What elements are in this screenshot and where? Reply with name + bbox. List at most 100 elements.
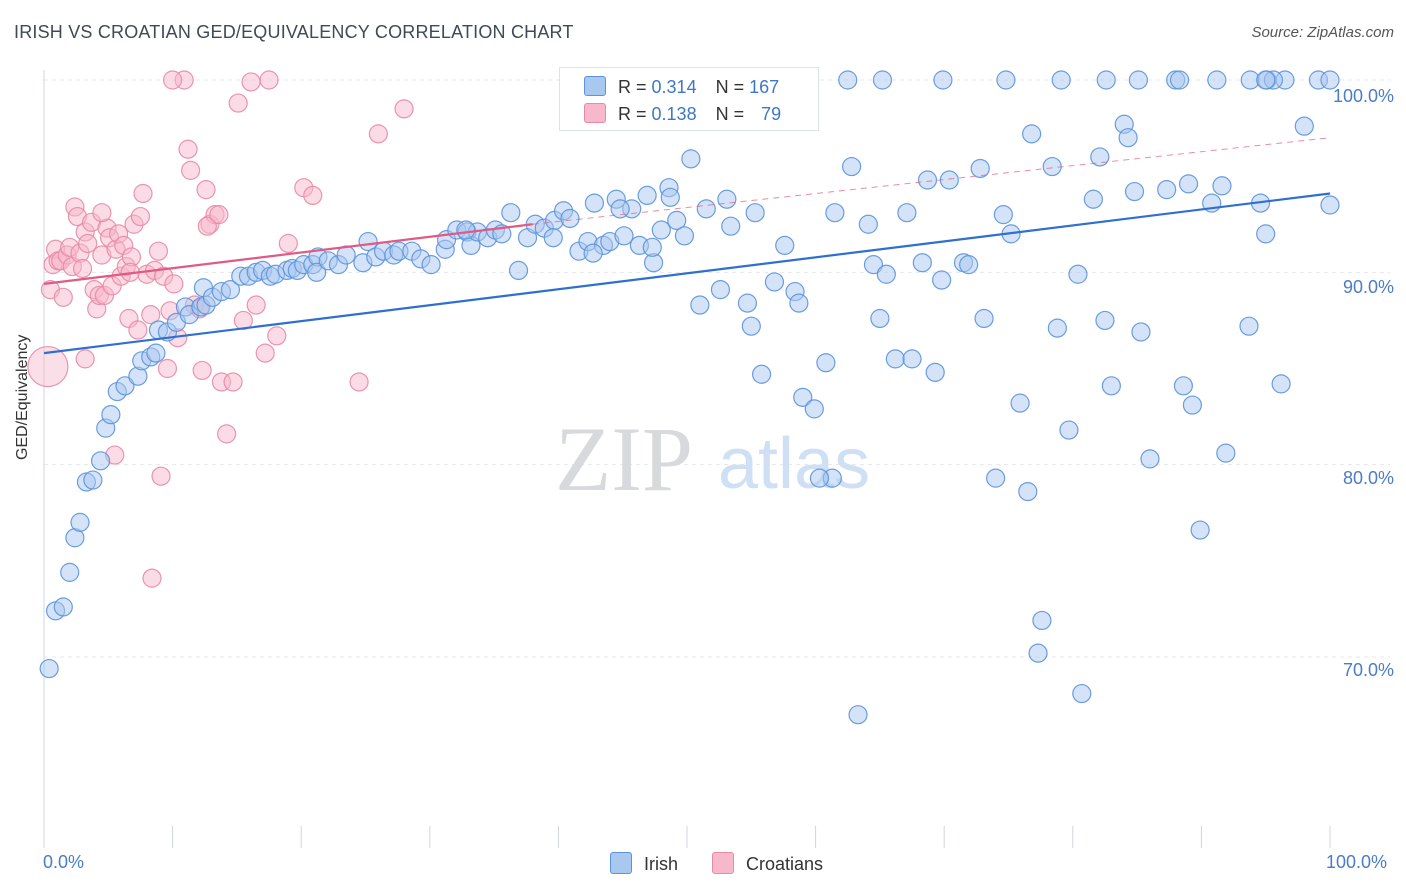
irish-point-95 <box>764 272 785 292</box>
irish-point-69 <box>560 208 580 229</box>
croatians-point-63 <box>278 233 298 254</box>
irish-point-7 <box>83 470 103 490</box>
irish-point-166 <box>1051 70 1071 90</box>
irish-point-40 <box>307 262 327 282</box>
croatians-point-67 <box>368 124 388 144</box>
irish-point-136 <box>1090 147 1110 167</box>
irish-r-label: R = <box>618 77 647 97</box>
irish-point-88 <box>710 280 731 300</box>
irish-point-86 <box>690 295 710 315</box>
irish-point-157 <box>1320 195 1340 215</box>
irish-point-135 <box>1083 189 1103 209</box>
irish-legend-label: Irish <box>644 854 679 874</box>
irish-point-16 <box>146 343 166 363</box>
irish-point-168 <box>1128 70 1148 90</box>
irish-point-119 <box>959 255 979 275</box>
croatians-point-73 <box>163 70 183 90</box>
irish-point-81 <box>651 220 671 240</box>
irish-point-142 <box>1131 322 1151 342</box>
irish-point-72 <box>584 193 605 213</box>
croatians-point-68 <box>394 99 414 119</box>
irish-trend-line <box>43 192 1331 355</box>
irish-point-147 <box>1182 395 1202 415</box>
irish-point-127 <box>1022 124 1042 144</box>
irish-point-79 <box>637 185 657 205</box>
irish-point-96 <box>775 235 795 256</box>
irish-point-145 <box>1173 376 1193 396</box>
irish-r-value: 0.314 <box>651 77 697 97</box>
croatians-r-value: 0.138 <box>651 104 697 124</box>
irish-point-112 <box>902 349 922 369</box>
stats-legend: R = 0.314 N = 167 R = 0.138 N = 79 <box>559 67 819 131</box>
irish-point-121 <box>974 308 994 329</box>
legend-item-croatians[interactable]: Croatians <box>712 852 823 875</box>
irish-point-167 <box>1096 70 1116 90</box>
irish-point-113 <box>912 253 932 273</box>
croatians-point-65 <box>303 185 323 205</box>
legend-item-irish[interactable]: Irish <box>610 852 678 875</box>
irish-point-101 <box>816 353 836 373</box>
irish-point-98 <box>789 293 809 313</box>
croatians-point-61 <box>255 343 275 363</box>
croatians-point-62 <box>267 326 287 346</box>
croatians-point-6 <box>53 287 73 307</box>
irish-point-160 <box>543 228 563 248</box>
croatians-point-34 <box>130 206 151 227</box>
croatians-point-37 <box>141 305 161 325</box>
irish-point-87 <box>696 199 716 219</box>
x-tick-label-0: 0.0% <box>43 852 85 872</box>
irish-point-140 <box>1118 128 1138 148</box>
irish-point-63 <box>508 260 529 281</box>
irish-point-76 <box>614 226 634 246</box>
irish-point-109 <box>876 264 896 284</box>
irish-point-100 <box>804 399 824 419</box>
irish-point-5 <box>70 512 90 532</box>
croatians-point-69 <box>75 349 95 369</box>
irish-point-83 <box>667 210 687 231</box>
irish-point-0 <box>39 658 59 679</box>
croatians-point-33 <box>128 320 148 340</box>
irish-point-177 <box>838 70 858 90</box>
croatians-point-59 <box>241 72 261 92</box>
irish-point-107 <box>863 255 884 275</box>
irish-swatch <box>584 76 606 96</box>
irish-point-151 <box>1216 443 1236 463</box>
y-tick-label-100: 100.0% <box>1332 86 1394 106</box>
irish-point-132 <box>1059 420 1079 440</box>
irish-point-131 <box>1047 318 1067 338</box>
irish-point-178 <box>996 70 1016 90</box>
irish-point-84 <box>674 226 695 246</box>
irish-point-141 <box>1124 181 1145 202</box>
irish-point-179 <box>1169 70 1190 90</box>
chart-source: Source: ZipAtlas.com <box>1251 24 1394 41</box>
irish-point-154 <box>1256 224 1276 244</box>
irish-point-90 <box>721 216 741 236</box>
irish-point-158 <box>809 468 830 488</box>
irish-point-110 <box>885 349 905 369</box>
croatians-point-72 <box>142 568 162 588</box>
irish-point-62 <box>501 203 521 223</box>
croatians-point-50 <box>192 360 212 381</box>
irish-point-3 <box>60 562 80 582</box>
croatians-point-77 <box>259 70 279 90</box>
irish-point-99 <box>793 387 813 407</box>
legend-row-croatians: R = 0.138 N = 79 <box>584 103 781 125</box>
irish-point-2 <box>53 597 73 617</box>
croatians-point-60 <box>246 295 266 315</box>
irish-point-181 <box>872 70 893 90</box>
irish-point-93 <box>745 203 765 223</box>
croatians-point-75 <box>197 216 217 236</box>
irish-point-8 <box>90 451 111 471</box>
y-tick-label-80: 80.0% <box>1342 468 1394 488</box>
irish-point-125 <box>1010 393 1030 413</box>
irish-point-137 <box>1095 310 1115 331</box>
croatians-point-15 <box>78 233 98 254</box>
croatians-point-56 <box>223 372 243 392</box>
irish-point-144 <box>1157 180 1177 200</box>
croatians-trend-extension <box>532 137 1331 225</box>
irish-point-165 <box>933 70 953 90</box>
croatians-point-66 <box>349 372 369 392</box>
irish-point-52 <box>421 255 441 275</box>
irish-point-138 <box>1101 376 1121 396</box>
